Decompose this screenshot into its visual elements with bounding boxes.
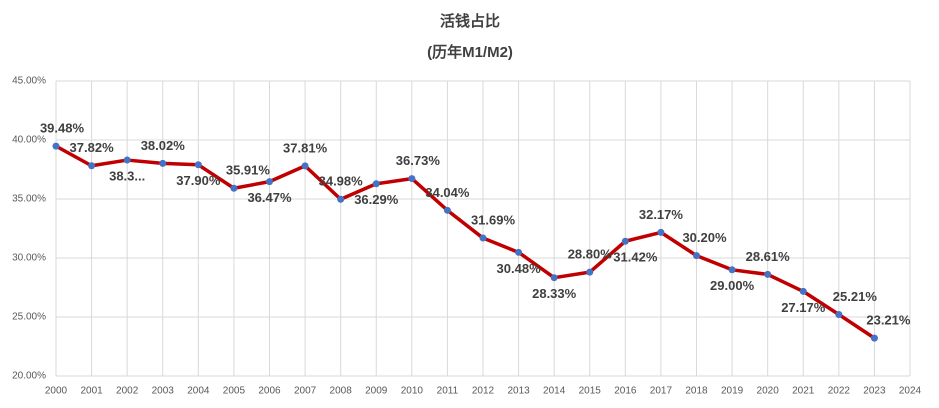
x-tick-label: 2020: [757, 386, 780, 397]
data-label: 31.69%: [471, 212, 516, 227]
data-label: 31.42%: [613, 250, 658, 265]
marker: [337, 195, 345, 203]
data-label: 34.98%: [319, 174, 364, 189]
x-tick-label: 2000: [45, 386, 68, 397]
x-tick-label: 2004: [187, 386, 210, 397]
marker: [835, 311, 843, 319]
x-tick-label: 2021: [792, 386, 815, 397]
x-tick-label: 2015: [579, 386, 602, 397]
x-tick-label: 2003: [152, 386, 175, 397]
data-label: 39.48%: [40, 121, 85, 136]
data-label: 28.61%: [746, 249, 791, 264]
marker: [657, 228, 665, 236]
marker: [764, 270, 772, 278]
x-tick-label: 2011: [437, 386, 459, 397]
marker: [693, 252, 700, 260]
marker: [123, 156, 131, 164]
marker: [550, 274, 558, 282]
x-tick-label: 2019: [721, 386, 744, 397]
data-label: 36.73%: [396, 153, 441, 168]
line: [55, 144, 876, 340]
data-label: 37.81%: [283, 140, 328, 155]
data-label: 29.00%: [710, 278, 755, 293]
x-tick-label: 2016: [614, 386, 637, 397]
data-label: 34.04%: [425, 185, 470, 200]
data-label: 23.21%: [866, 313, 911, 328]
x-tick-label: 2002: [116, 386, 139, 397]
marker: [621, 237, 629, 245]
y-tick-label: 30.00%: [12, 253, 46, 264]
x-tick-label: 2014: [543, 386, 566, 397]
marker: [266, 178, 273, 186]
chart-title: 活钱占比: [440, 12, 500, 30]
data-label: 38.3...: [109, 168, 145, 183]
data-label: 25.21%: [833, 289, 878, 304]
x-tick-label: 2008: [330, 386, 353, 397]
data-label: 28.33%: [532, 286, 577, 301]
x-tick-label: 2012: [472, 386, 495, 397]
x-tick-label: 2023: [863, 386, 886, 397]
x-tick-label: 2005: [223, 386, 246, 397]
marker: [443, 206, 451, 214]
data-label: 38.02%: [141, 138, 186, 153]
marker: [194, 161, 202, 169]
marker: [301, 162, 309, 170]
y-tick-label: 25.00%: [12, 312, 46, 323]
data-label: 35.91%: [226, 163, 271, 178]
y-tick-label: 40.00%: [12, 135, 46, 146]
data-label: 37.90%: [176, 173, 221, 188]
data-label: 36.47%: [247, 190, 292, 205]
data-label: 37.82%: [70, 140, 115, 155]
y-tick-label: 20.00%: [12, 371, 46, 382]
data-label: 27.17%: [781, 300, 826, 315]
marker: [870, 334, 878, 342]
marker: [799, 287, 807, 295]
x-tick-label: 2018: [685, 386, 708, 397]
data-label: 28.80%: [568, 247, 613, 262]
data-label: 32.17%: [639, 207, 684, 222]
x-tick-label: 2010: [401, 386, 424, 397]
marker: [586, 268, 594, 276]
marker: [159, 159, 167, 167]
marker: [88, 162, 96, 170]
x-tick-label: 2006: [258, 386, 281, 397]
chart-subtitle: (历年M1/M2): [427, 43, 513, 61]
marker: [728, 266, 736, 274]
x-tick-label: 2017: [650, 386, 673, 397]
marker: [479, 234, 487, 242]
x-tick-label: 2007: [294, 386, 317, 397]
y-tick-label: 35.00%: [12, 194, 46, 205]
x-tick-label: 2013: [507, 386, 530, 397]
marker: [372, 180, 380, 188]
marker: [515, 248, 523, 256]
marker: [408, 175, 416, 183]
x-tick-label: 2009: [365, 386, 388, 397]
x-tick-label: 2022: [828, 386, 851, 397]
data-label: 36.29%: [354, 192, 399, 207]
x-tick-label: 2024: [899, 386, 922, 397]
y-tick-label: 45.00%: [12, 76, 46, 87]
data-label: 30.20%: [682, 230, 727, 245]
marker: [230, 184, 238, 192]
data-label: 30.48%: [497, 261, 542, 276]
marker: [52, 142, 60, 150]
x-tick-label: 2001: [80, 386, 103, 397]
